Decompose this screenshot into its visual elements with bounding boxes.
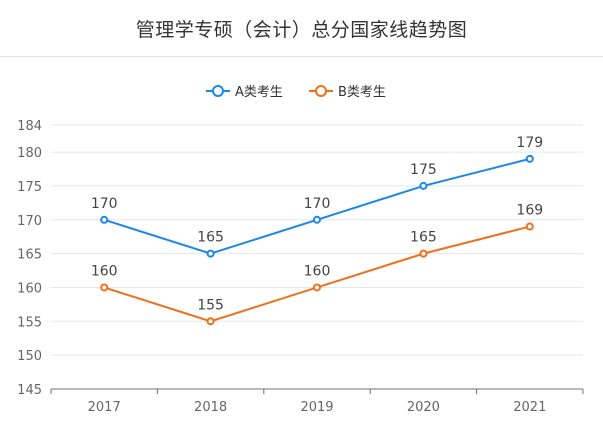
y-tick-label: 150 [17, 349, 42, 364]
legend-label-1: A类考生 [235, 85, 283, 100]
data-label: 165 [197, 230, 224, 246]
legend-marker-2 [315, 85, 327, 97]
x-tick-label: 2018 [194, 400, 227, 415]
y-tick-label: 145 [17, 383, 42, 398]
data-point [206, 317, 215, 326]
y-tick-label: 184 [17, 119, 42, 134]
data-point [419, 181, 428, 190]
y-tick-label: 175 [17, 180, 42, 195]
y-tick-label: 160 [17, 281, 42, 296]
data-point [100, 215, 109, 224]
data-point [206, 249, 215, 258]
y-tick-label: 180 [17, 146, 42, 161]
data-point [100, 283, 109, 292]
data-label: 160 [91, 263, 118, 279]
data-point [313, 283, 321, 292]
x-tick-label: 2021 [513, 400, 546, 415]
data-label: 160 [304, 263, 331, 279]
data-label: 170 [304, 196, 331, 212]
y-tick-label: 170 [17, 214, 42, 229]
data-point [525, 154, 534, 163]
chart-title-bar: 管理学专硕（会计）总分国家线趋势图 [0, 0, 603, 57]
chart-title: 管理学专硕（会计）总分国家线趋势图 [135, 18, 468, 41]
y-tick-label: 155 [17, 315, 42, 330]
legend[interactable]: A类考生 B类考生 [206, 85, 386, 100]
data-label: 170 [91, 196, 118, 212]
x-tick-label: 2020 [407, 400, 440, 415]
data-point [419, 249, 428, 258]
data-label: 179 [516, 135, 543, 151]
legend-marker-1 [212, 85, 224, 97]
data-label: 155 [197, 297, 224, 313]
x-tick-label: 2017 [88, 400, 121, 415]
x-tick-label: 2019 [300, 400, 333, 415]
y-axis: 145 150 155 160 165 170 175 180 184 [17, 119, 42, 398]
data-point [313, 215, 321, 224]
legend-label-2: B类考生 [338, 85, 386, 100]
grid-lines [51, 124, 583, 356]
data-label: 175 [410, 162, 437, 178]
x-axis: 2017 2018 2019 2020 2021 [50, 388, 584, 415]
y-tick-label: 165 [17, 248, 42, 263]
data-point [525, 222, 534, 231]
series-group: 170 165 170 175 179 160 155 160 165 169 [91, 135, 543, 326]
data-label: 169 [516, 203, 543, 219]
data-label: 165 [410, 230, 437, 246]
